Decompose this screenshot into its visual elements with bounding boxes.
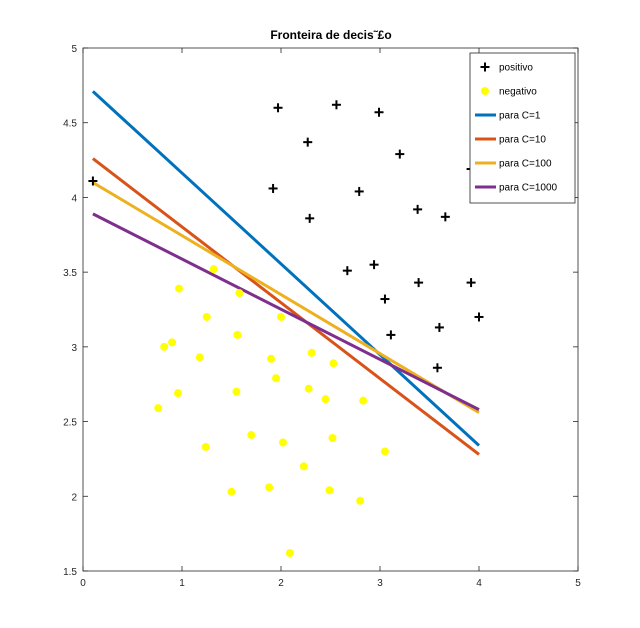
negativo-point [209,265,218,274]
negativo-point [175,284,184,293]
legend-label: para C=100 [499,159,552,170]
negativo-point [299,462,308,471]
legend-item: negativo [481,87,537,98]
negativo-point [195,353,204,362]
negativo-point [356,496,365,505]
positivo-point [380,294,390,304]
positivo-point [414,278,424,288]
legend: positivo negativo para C=1 para C=10 para C=… [469,52,576,204]
negativo-point [154,404,163,413]
positivo-point [434,322,444,332]
x-tick-label: 3 [377,578,383,589]
positivo-point [369,260,379,270]
legend-item: para C=100 [475,159,552,170]
x-axis: 0 1 2 3 4 5 [80,48,581,589]
negativo-point [232,387,241,396]
positivo-point [305,213,315,223]
boundary-line-para-c-100 [92,181,480,414]
y-tick-label: 3.5 [63,268,77,279]
positivo-point [88,176,98,186]
legend-label: para C=1 [499,111,541,122]
negativo-point [329,359,338,368]
legend-label: para C=1000 [499,183,558,194]
legend-box [469,52,576,204]
x-tick-label: 2 [278,578,284,589]
legend-label: negativo [499,87,537,98]
negativo-point [325,486,334,495]
positivo-point [354,186,364,196]
boundary-line-para-c-1000 [92,212,480,411]
y-tick-label: 1.5 [63,567,77,578]
negativo-point [307,348,316,357]
negativo-point [160,342,169,351]
negativo-point [227,487,236,496]
x-tick-label: 0 [80,578,86,589]
y-tick-label: 5 [71,44,77,55]
positivo-point [466,278,476,288]
y-tick-label: 4.5 [63,119,77,130]
negativo-point [168,338,177,347]
positivo-point [374,107,384,117]
positivo-point [474,312,484,322]
positivo-point [268,183,278,193]
legend-item: positivo [480,62,533,74]
negativo-point [285,549,294,558]
legend-label: positivo [499,63,533,74]
positivo-point [331,100,341,110]
legend-plus-marker [480,62,490,72]
chart-title: Fronteira de decis˜£o [270,28,391,42]
legend-circle-marker [481,87,489,95]
negativo-point [304,384,313,393]
boundary-line-para-c-1 [91,90,481,447]
negativo-point [174,389,183,398]
negativo-point [328,434,337,443]
positivo-point [432,363,442,373]
legend-label: para C=10 [499,135,546,146]
positivo-point [440,212,450,222]
y-tick-label: 2 [71,492,77,503]
positivo-point [395,149,405,159]
negativo-point [380,447,389,456]
negativo-point [277,312,285,321]
negativo-point [321,395,330,404]
positivo-point [342,266,352,276]
positivo-point [273,103,283,113]
legend-item: para C=1000 [475,183,558,194]
legend-item: para C=1 [475,111,541,122]
positivo-point [303,137,313,147]
boundary-line-para-c-10 [91,157,480,456]
negativo-point [201,442,210,451]
plot-series [88,90,484,558]
positivo-point [413,204,423,214]
legend-item: para C=10 [475,135,546,146]
y-tick-label: 4 [71,193,77,204]
negativo-point [278,438,287,447]
negativo-point [265,483,274,492]
y-axis: 1.5 2 2.5 3 3.5 4 4.5 5 [63,44,578,578]
negativo-point [233,330,242,339]
positivo-point [386,330,396,340]
y-tick-label: 3 [71,343,77,354]
negativo-point [272,374,281,383]
y-tick-label: 2.5 [63,418,77,429]
x-tick-label: 4 [476,578,482,589]
negativo-point [202,312,211,321]
x-tick-label: 5 [575,578,581,589]
negativo-point [247,431,256,440]
negativo-point [267,354,276,363]
negativo-point [235,289,244,298]
x-tick-label: 1 [179,578,185,589]
negativo-point [359,396,368,405]
